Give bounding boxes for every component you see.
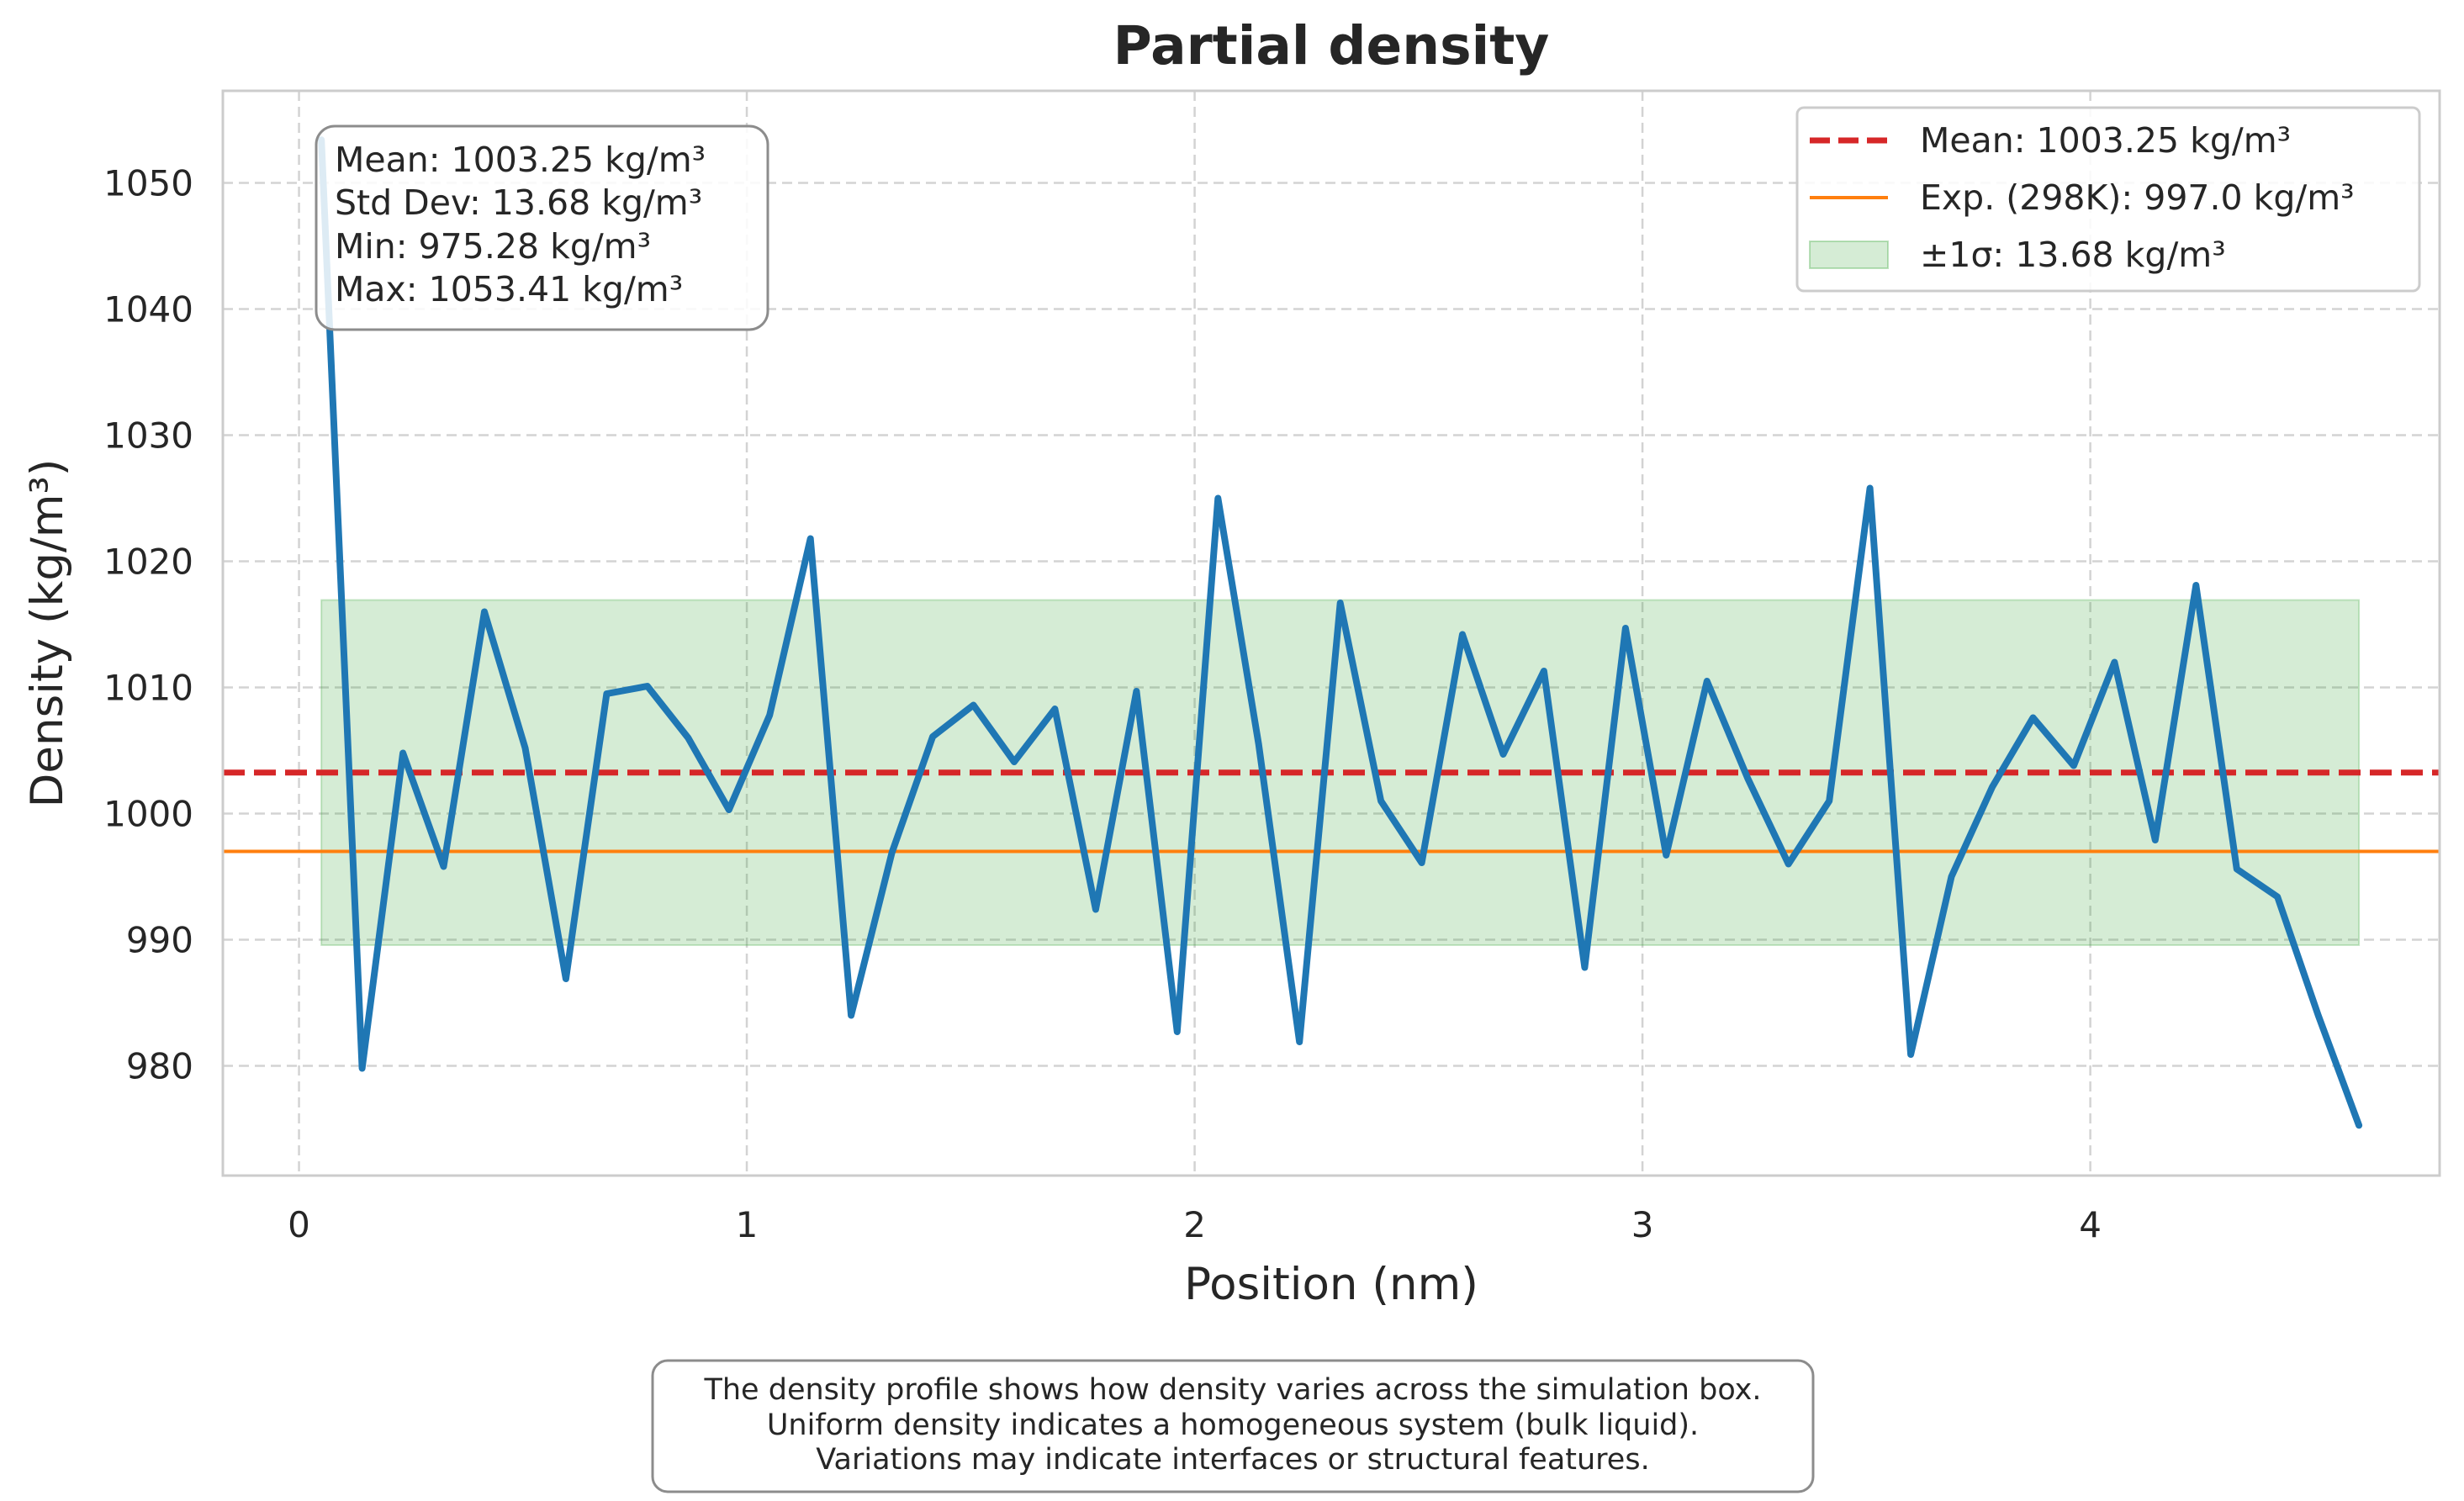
- y-tick-label-2: 1000: [103, 794, 193, 835]
- y-axis-ticks: 980 990 1000 1010 1020 1030 1040 1050: [103, 163, 193, 1087]
- legend-label-sigma: ±1σ: 13.68 kg/m³: [1920, 235, 2226, 275]
- plot-frame: [221, 89, 2441, 1177]
- y-axis-label: Density (kg/m³): [22, 459, 73, 808]
- sigma-band-rect: [320, 599, 2361, 946]
- y-tick-label-5: 1030: [103, 415, 193, 457]
- y-tick-label-3: 1010: [103, 668, 193, 709]
- legend-frame: [1795, 106, 2421, 293]
- stats-box-frame: [315, 124, 769, 331]
- legend-swatch-sigma: [1809, 240, 1889, 269]
- x-tick-label-3: 3: [1631, 1204, 1654, 1245]
- reference-lines: [223, 769, 2440, 854]
- x-tick-label-0: 0: [288, 1204, 310, 1245]
- y-tick-label-7: 1050: [103, 163, 193, 204]
- legend: Mean: 1003.25 kg/m³ Exp. (298K): 997.0 k…: [1795, 106, 2421, 293]
- stats-line-max: Max: 1053.41 kg/m³: [335, 269, 683, 309]
- y-tick-label-6: 1040: [103, 289, 193, 330]
- stats-line-min: Min: 975.28 kg/m³: [335, 226, 651, 267]
- y-tick-label-0: 980: [126, 1046, 193, 1087]
- caption-line-2: Uniform density indicates a homogeneous …: [767, 1409, 1699, 1442]
- series-lines: [318, 136, 2363, 1129]
- density-series-line-0: [318, 136, 2363, 1129]
- x-axis-label: Position (nm): [1184, 1259, 1478, 1310]
- stats-line-std: Std Dev: 13.68 kg/m³: [335, 182, 702, 223]
- stats-line-mean: Mean: 1003.25 kg/m³: [335, 140, 706, 180]
- y-tick-label-1: 990: [126, 920, 193, 961]
- caption-frame: [651, 1359, 1815, 1493]
- x-axis-ticks: 0 1 2 3 4: [288, 1204, 2102, 1245]
- caption-line-3: Variations may indicate interfaces or st…: [816, 1443, 1649, 1477]
- chart-title: Partial density: [1113, 15, 1550, 77]
- stats-box: Mean: 1003.25 kg/m³ Std Dev: 13.68 kg/m³…: [315, 124, 769, 331]
- x-tick-label-4: 4: [2079, 1204, 2102, 1245]
- legend-label-mean: Mean: 1003.25 kg/m³: [1920, 120, 2291, 161]
- y-tick-label-4: 1020: [103, 542, 193, 583]
- sigma-band: [320, 599, 2361, 946]
- caption-line-1: The density profile shows how density va…: [704, 1373, 1762, 1407]
- x-tick-label-1: 1: [736, 1204, 759, 1245]
- x-tick-label-2: 2: [1183, 1204, 1206, 1245]
- legend-label-exp: Exp. (298K): 997.0 kg/m³: [1920, 177, 2355, 218]
- caption-box: The density profile shows how density va…: [651, 1359, 1815, 1493]
